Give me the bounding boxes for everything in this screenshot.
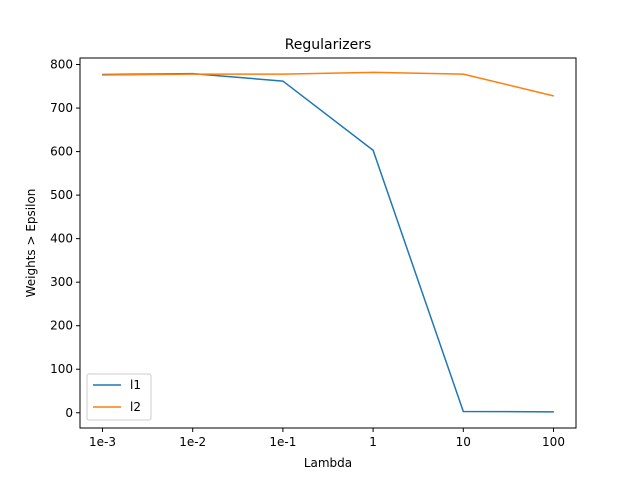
series-line-l2	[102, 71, 554, 97]
x-axis-ticks: 1e-3 1e-2 1e-1 1 10 100	[89, 428, 565, 449]
legend: l1 l2	[86, 373, 152, 421]
legend-box	[86, 373, 152, 421]
data-point-l1	[462, 410, 464, 413]
data-point-l1	[372, 149, 374, 151]
chart-title: Regularizers	[285, 37, 372, 53]
data-point-l2	[462, 73, 464, 75]
x-tick-label: 1e-2	[179, 435, 206, 449]
x-tick-label: 1e-1	[269, 435, 296, 449]
y-tick-label: 200	[50, 319, 73, 333]
x-axis-label: Lambda	[304, 456, 352, 470]
y-tick-label: 700	[50, 101, 73, 115]
data-point-l1	[282, 80, 284, 82]
x-tick-label: 1e-3	[89, 435, 116, 449]
y-tick-label: 400	[50, 232, 73, 246]
x-tick-label: 10	[456, 435, 471, 449]
data-point-l2	[101, 74, 104, 76]
y-tick-label: 800	[50, 58, 73, 72]
y-tick-label: 100	[50, 362, 73, 376]
data-point-l2	[282, 73, 284, 75]
y-axis-ticks: 0 100 200 300 400 500 600 700 800	[50, 58, 80, 420]
data-point-l2	[192, 73, 194, 75]
y-axis-label: Weights > Epsilon	[24, 189, 38, 298]
y-tick-label: 500	[50, 188, 73, 202]
data-point-l2	[552, 95, 555, 97]
y-tick-label: 600	[50, 145, 73, 159]
data-point-l2	[372, 71, 374, 73]
x-tick-label: 1	[369, 435, 377, 449]
x-tick-label: 100	[542, 435, 565, 449]
plot-frame	[79, 57, 577, 429]
y-tick-label: 300	[50, 275, 73, 289]
y-tick-label: 0	[65, 406, 73, 420]
plot-area	[80, 58, 576, 428]
legend-label-l2: l2	[130, 400, 141, 414]
data-point-l1	[552, 411, 555, 413]
series-layer	[101, 71, 555, 413]
legend-label-l1: l1	[130, 378, 141, 392]
